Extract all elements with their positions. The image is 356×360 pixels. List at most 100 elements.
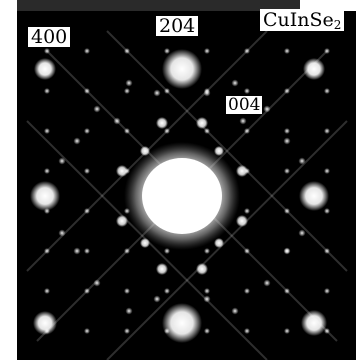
top-white-corner bbox=[300, 0, 356, 11]
bright-spot bbox=[303, 58, 325, 80]
small-spot bbox=[84, 128, 90, 134]
material-label-subscript: 2 bbox=[333, 18, 342, 32]
small-spot bbox=[125, 307, 133, 315]
small-spot bbox=[84, 88, 90, 94]
small-spot bbox=[164, 288, 170, 294]
small-spot bbox=[324, 128, 330, 134]
small-spot bbox=[44, 88, 50, 94]
small-spot bbox=[124, 48, 130, 54]
small-spot bbox=[244, 248, 250, 254]
medium-spot bbox=[140, 238, 150, 248]
small-spot bbox=[164, 328, 170, 334]
small-spot bbox=[164, 248, 170, 254]
small-spot bbox=[84, 328, 90, 334]
small-spot bbox=[44, 208, 50, 214]
small-spot bbox=[284, 128, 290, 134]
small-spot bbox=[324, 168, 330, 174]
small-spot bbox=[298, 229, 306, 237]
small-spot bbox=[44, 48, 50, 54]
medium-spot bbox=[156, 263, 168, 275]
small-spot bbox=[324, 248, 330, 254]
small-spot bbox=[124, 168, 130, 174]
small-spot bbox=[73, 137, 81, 145]
medium-spot bbox=[196, 263, 208, 275]
medium-spot bbox=[116, 165, 128, 177]
medium-spot bbox=[214, 238, 224, 248]
small-spot bbox=[244, 288, 250, 294]
small-spot bbox=[164, 48, 170, 54]
spot-label-204: 204 bbox=[156, 16, 199, 36]
small-spot bbox=[124, 128, 130, 134]
small-spot bbox=[204, 288, 210, 294]
small-spot bbox=[231, 79, 239, 87]
small-spot bbox=[298, 157, 306, 165]
medium-spot bbox=[196, 117, 208, 129]
small-spot bbox=[284, 168, 290, 174]
bright-spot bbox=[34, 58, 56, 80]
small-spot bbox=[244, 328, 250, 334]
spot-label-004: 004 bbox=[226, 95, 263, 115]
small-spot bbox=[244, 88, 250, 94]
small-spot bbox=[124, 328, 130, 334]
small-spot bbox=[44, 288, 50, 294]
material-label-base: CuInSe bbox=[263, 9, 334, 31]
small-spot bbox=[204, 128, 210, 134]
small-spot bbox=[263, 279, 271, 287]
small-spot bbox=[204, 248, 210, 254]
bright-spot bbox=[162, 303, 202, 343]
top-dark-strip bbox=[17, 0, 356, 11]
small-spot bbox=[164, 88, 170, 94]
spot-label-400: 400 bbox=[28, 27, 71, 47]
bright-spot bbox=[162, 49, 202, 89]
small-spot bbox=[73, 247, 81, 255]
small-spot bbox=[239, 117, 247, 125]
small-spot bbox=[84, 208, 90, 214]
small-spot bbox=[244, 48, 250, 54]
small-spot bbox=[93, 105, 101, 113]
small-spot bbox=[125, 79, 133, 87]
bright-spot bbox=[33, 311, 57, 335]
small-spot bbox=[113, 117, 121, 125]
medium-spot bbox=[116, 215, 128, 227]
small-spot bbox=[44, 248, 50, 254]
small-spot bbox=[324, 48, 330, 54]
small-spot bbox=[284, 328, 290, 334]
small-spot bbox=[231, 307, 239, 315]
small-spot bbox=[263, 105, 271, 113]
small-spot bbox=[124, 288, 130, 294]
central-beam-core bbox=[142, 158, 222, 234]
small-spot bbox=[153, 89, 161, 97]
small-spot bbox=[44, 328, 50, 334]
small-spot bbox=[324, 88, 330, 94]
small-spot bbox=[283, 137, 291, 145]
small-spot bbox=[324, 328, 330, 334]
small-spot bbox=[84, 248, 90, 254]
small-spot bbox=[284, 208, 290, 214]
bright-spot bbox=[30, 181, 60, 211]
diffraction-pattern-svg bbox=[26, 30, 348, 360]
small-spot bbox=[204, 48, 210, 54]
small-spot bbox=[284, 88, 290, 94]
medium-spot bbox=[236, 165, 248, 177]
small-spot bbox=[124, 248, 130, 254]
small-spot bbox=[58, 157, 66, 165]
small-spot bbox=[283, 247, 291, 255]
material-label: CuInSe2 bbox=[260, 9, 345, 32]
small-spot bbox=[164, 128, 170, 134]
small-spot bbox=[153, 295, 161, 303]
small-spot bbox=[84, 168, 90, 174]
small-spot bbox=[203, 89, 211, 97]
bright-spot bbox=[301, 310, 327, 336]
small-spot bbox=[324, 288, 330, 294]
small-spot bbox=[204, 328, 210, 334]
small-spot bbox=[44, 168, 50, 174]
small-spot bbox=[124, 88, 130, 94]
small-spot bbox=[203, 295, 211, 303]
small-spot bbox=[44, 128, 50, 134]
small-spot bbox=[244, 168, 250, 174]
small-spot bbox=[84, 288, 90, 294]
medium-spot bbox=[156, 117, 168, 129]
small-spot bbox=[93, 279, 101, 287]
medium-spot bbox=[236, 215, 248, 227]
